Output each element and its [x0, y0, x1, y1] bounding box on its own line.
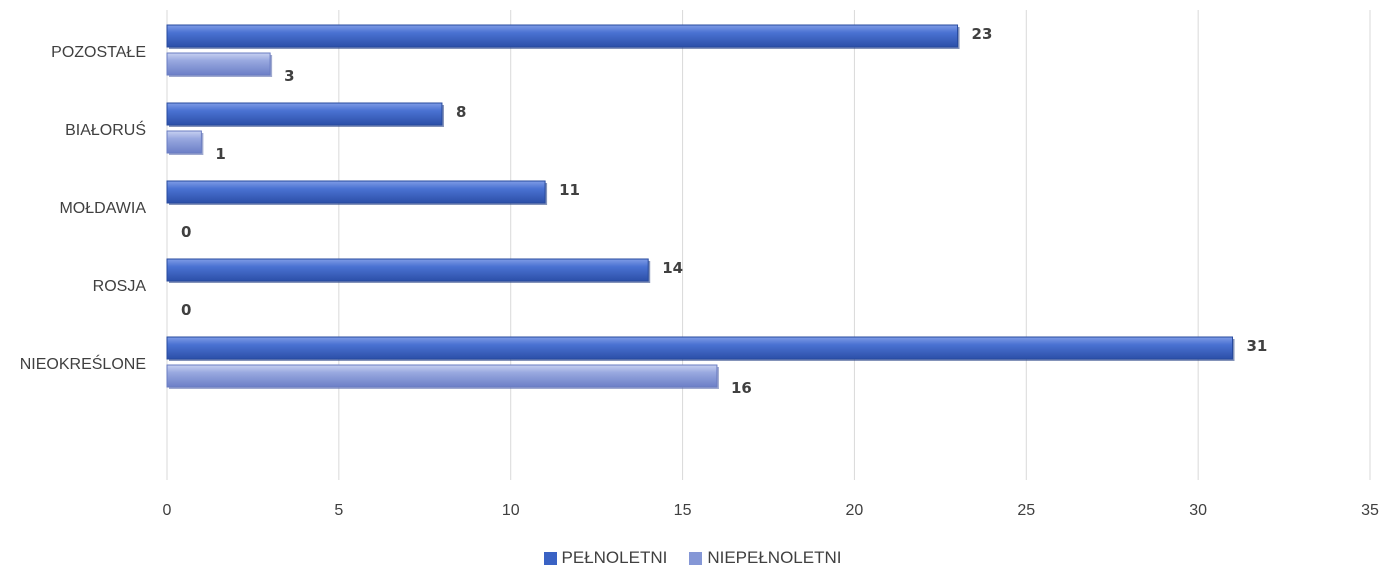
bar-niepelnoletni — [166, 52, 271, 76]
legend-swatch-series-2 — [689, 551, 703, 565]
data-label: 14 — [662, 259, 683, 277]
bar-pelnoletni — [166, 336, 1234, 360]
category-label: ROSJA — [93, 278, 147, 295]
legend-label-series-2: NIEPEŁNOLETNI — [707, 548, 842, 567]
legend: PEŁNOLETNI NIEPEŁNOLETNI — [0, 548, 1385, 568]
x-tick-label: 15 — [674, 502, 692, 519]
category-label: BIAŁORUŚ — [65, 120, 146, 139]
data-label: 8 — [456, 103, 466, 121]
data-label: 1 — [215, 145, 225, 163]
x-tick-label: 25 — [1017, 502, 1035, 519]
data-label: 3 — [284, 67, 294, 85]
x-tick-label: 0 — [163, 502, 172, 519]
x-tick-label: 5 — [334, 502, 343, 519]
bar-pelnoletni — [166, 258, 649, 282]
x-tick-label: 30 — [1189, 502, 1207, 519]
data-label: 23 — [972, 25, 993, 43]
data-label: 16 — [731, 379, 752, 397]
data-label: 0 — [181, 223, 191, 241]
data-label: 11 — [559, 181, 580, 199]
legend-label-series-1: PEŁNOLETNI — [561, 548, 668, 567]
data-label: 0 — [181, 301, 191, 319]
category-label: POZOSTAŁE — [51, 44, 146, 61]
bar-niepelnoletni — [166, 364, 718, 388]
bar-pelnoletni — [166, 102, 443, 126]
x-tick-label: 10 — [502, 502, 520, 519]
legend-swatch-series-1 — [543, 551, 557, 565]
x-tick-label: 35 — [1361, 502, 1379, 519]
bar-pelnoletni — [166, 180, 546, 204]
legend-item-series-1: PEŁNOLETNI — [543, 548, 668, 568]
data-label: 31 — [1247, 337, 1268, 355]
legend-item-series-2: NIEPEŁNOLETNI — [689, 548, 841, 568]
x-tick-label: 20 — [846, 502, 864, 519]
bar-pelnoletni — [166, 24, 959, 48]
chart-plot: 0 5 10 15 20 25 30 35NIEOKREŚLONE3116ROSJA140MO… — [20, 10, 1379, 519]
category-label: MOŁDAWIA — [59, 200, 146, 217]
category-label: NIEOKREŚLONE — [20, 354, 146, 373]
bar-niepelnoletni — [166, 130, 202, 154]
